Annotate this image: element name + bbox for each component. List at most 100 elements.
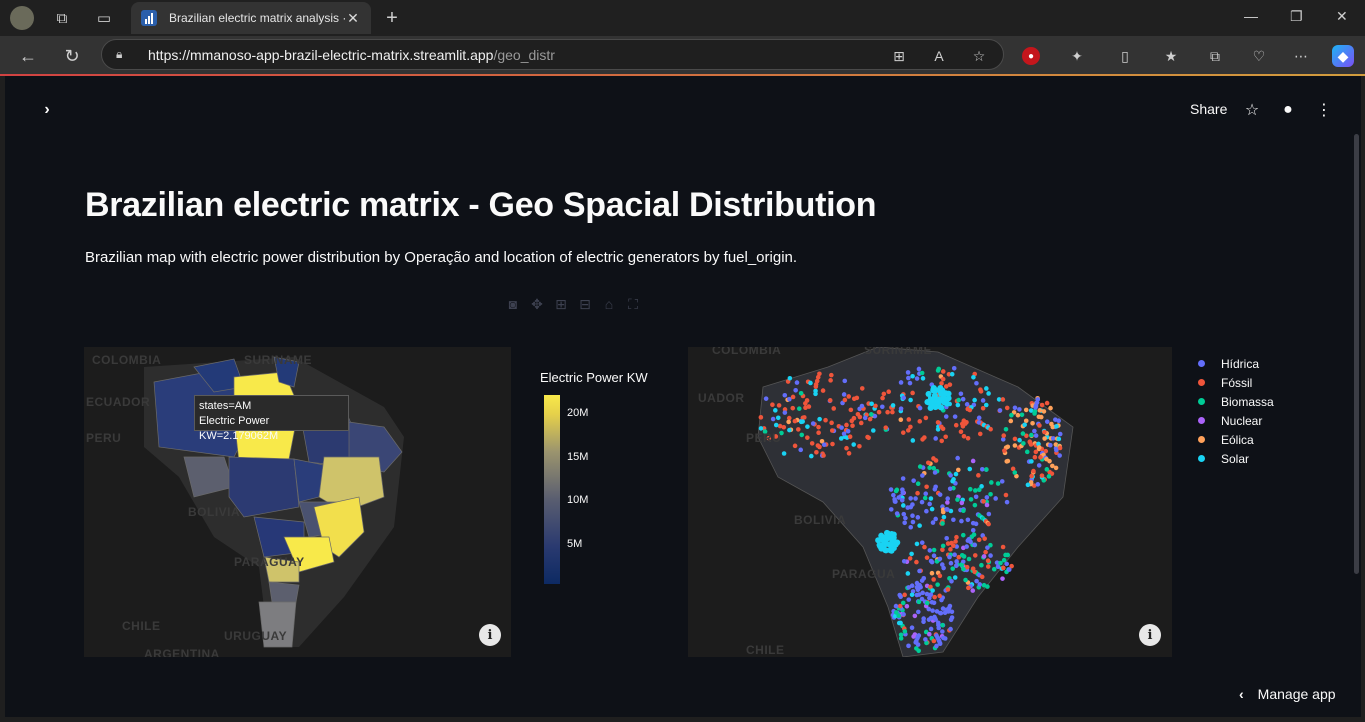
generator-point[interactable] [816, 424, 821, 430]
generator-point[interactable] [893, 610, 899, 615]
generator-point[interactable] [922, 544, 927, 550]
generator-point[interactable] [929, 403, 936, 410]
generator-point[interactable] [854, 395, 860, 401]
generator-point[interactable] [916, 633, 922, 638]
legend-item[interactable]: Eólica [1198, 430, 1274, 449]
generator-point[interactable] [1029, 432, 1034, 438]
generator-point[interactable] [894, 511, 900, 516]
generator-point[interactable] [945, 496, 951, 501]
home-icon[interactable]: ⌂ [604, 296, 614, 312]
generator-point[interactable] [915, 515, 921, 520]
generator-point[interactable] [787, 427, 792, 433]
generator-point[interactable] [924, 600, 930, 606]
generator-point[interactable] [946, 371, 952, 377]
generator-point[interactable] [985, 564, 991, 569]
read-aloud-icon[interactable]: A [934, 48, 944, 64]
generator-point[interactable] [762, 429, 768, 434]
generator-point[interactable] [902, 520, 907, 526]
generator-point[interactable] [867, 416, 873, 422]
generator-point[interactable] [888, 507, 894, 512]
generator-point[interactable] [1028, 442, 1034, 447]
generator-point[interactable] [758, 415, 764, 420]
generator-point[interactable] [775, 415, 781, 421]
generator-point[interactable] [909, 625, 915, 631]
generator-point[interactable] [786, 415, 792, 421]
generator-point[interactable] [911, 478, 916, 483]
generator-point[interactable] [966, 585, 971, 591]
generator-point[interactable] [898, 632, 904, 638]
generator-point[interactable] [893, 603, 899, 609]
generator-point[interactable] [984, 467, 989, 472]
generator-point[interactable] [829, 372, 834, 378]
generator-point[interactable] [773, 422, 779, 428]
generator-point[interactable] [956, 397, 961, 403]
generator-point[interactable] [949, 579, 954, 584]
generator-point[interactable] [940, 629, 945, 634]
generator-point[interactable] [817, 371, 822, 377]
state-ap[interactable] [273, 356, 300, 388]
generator-point[interactable] [989, 480, 994, 485]
generator-point[interactable] [776, 403, 782, 408]
generator-point[interactable] [851, 442, 856, 447]
generator-point[interactable] [790, 394, 796, 400]
generator-point[interactable] [948, 626, 953, 632]
generator-point[interactable] [984, 495, 990, 500]
tab-actions-icon[interactable]: ▭ [96, 10, 112, 27]
generator-point[interactable] [880, 395, 885, 401]
generator-point[interactable] [1031, 468, 1036, 474]
close-tab-icon[interactable]: ✕ [347, 9, 359, 26]
generator-point[interactable] [910, 519, 916, 525]
generator-point[interactable] [1003, 426, 1009, 432]
zoom-out-icon[interactable]: ⊟ [579, 296, 591, 312]
share-button[interactable]: Share [1190, 101, 1228, 117]
generator-point[interactable] [961, 566, 966, 572]
generator-point[interactable] [1039, 473, 1045, 478]
generator-point[interactable] [952, 414, 958, 419]
generator-point[interactable] [900, 487, 905, 492]
generator-point[interactable] [979, 574, 985, 580]
generator-point[interactable] [1023, 407, 1029, 413]
generator-point[interactable] [938, 610, 944, 616]
generator-point[interactable] [904, 603, 910, 609]
generator-point[interactable] [937, 641, 943, 647]
generator-point[interactable] [930, 588, 935, 593]
generator-point[interactable] [1038, 455, 1043, 460]
generator-point[interactable] [959, 518, 964, 524]
generator-point[interactable] [937, 593, 942, 599]
generator-point[interactable] [887, 542, 894, 549]
generator-point[interactable] [1014, 473, 1019, 479]
generator-point[interactable] [924, 591, 930, 597]
generator-point[interactable] [947, 554, 952, 560]
legend-item[interactable]: Biomassa [1198, 392, 1274, 411]
generator-point[interactable] [995, 564, 1001, 569]
generator-point[interactable] [1028, 408, 1034, 413]
generator-point[interactable] [976, 487, 982, 493]
generator-point[interactable] [908, 397, 913, 403]
generator-point[interactable] [952, 575, 958, 580]
generator-point[interactable] [787, 375, 793, 381]
generator-point[interactable] [1012, 443, 1018, 448]
generator-point[interactable] [913, 640, 918, 645]
generator-point[interactable] [934, 609, 940, 614]
generator-point[interactable] [984, 386, 989, 391]
generator-point[interactable] [971, 532, 977, 537]
generator-point[interactable] [758, 426, 764, 431]
generator-point[interactable] [838, 436, 844, 441]
generator-point[interactable] [1044, 419, 1050, 424]
generator-point[interactable] [1000, 397, 1006, 402]
generator-point[interactable] [906, 585, 912, 590]
generator-point[interactable] [820, 388, 826, 393]
generator-point[interactable] [923, 491, 929, 497]
generator-point[interactable] [872, 413, 878, 419]
generator-point[interactable] [919, 578, 925, 583]
generator-point[interactable] [878, 532, 885, 539]
generator-point[interactable] [909, 551, 914, 557]
favorites-icon[interactable]: ★ [1164, 47, 1178, 64]
generator-point[interactable] [958, 391, 964, 397]
generator-point[interactable] [1025, 482, 1031, 488]
generator-point[interactable] [882, 539, 889, 546]
generator-point[interactable] [1012, 405, 1018, 411]
generator-point[interactable] [918, 584, 923, 590]
generator-point[interactable] [1010, 466, 1016, 472]
generator-point[interactable] [831, 406, 837, 411]
